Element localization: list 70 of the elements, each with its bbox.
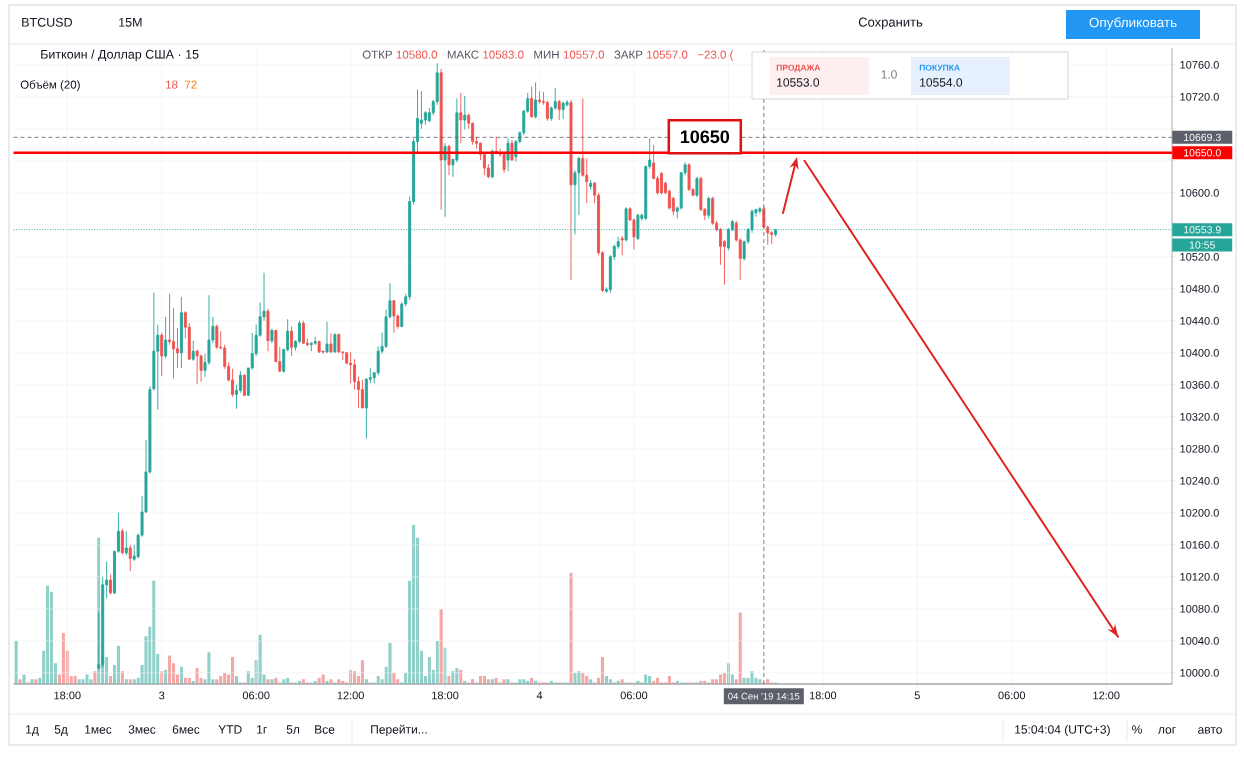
y-tick-label: 10240.0 [1180,476,1219,485]
annotation: 10650 [680,130,730,144]
y-tick-label: 10440.0 [1180,316,1219,325]
text: YTD [218,725,242,734]
y-tick-label: 10040.0 [1180,636,1219,645]
ref-line-label: 04 Сен '19 14:15 [728,692,800,700]
text: 1г [257,725,267,734]
annotation: 10557.0 [647,50,688,59]
text: 5л [286,725,300,734]
annotation: ОТКР [362,50,392,59]
annotation: ПРОДАЖА [776,64,821,73]
annotation: 18 [166,80,178,89]
ref-line-label: 10669.3 [1184,133,1221,142]
y-tick-label: 10120.0 [1180,572,1219,581]
annotation: −23.0 ( [697,50,734,61]
y-tick-label: 10000.0 [1180,668,1219,677]
x-tick-label: 06:00 [242,691,270,700]
x-tick-label: 3 [159,691,165,700]
annotation: 10580.0 [396,50,438,59]
text: 15:04:04 (UTC+3) [1015,724,1110,737]
text: Сохранить [858,17,923,30]
x-tick-label: 18:00 [54,691,81,700]
text: 6мес [172,725,200,734]
annotation: 1.0 [881,70,897,79]
y-tick-label: 10520.0 [1180,252,1219,261]
annotation: МИН [534,50,559,59]
text: Все [315,725,335,734]
x-tick-label: 06:00 [620,691,648,700]
x-tick-label: 12:00 [337,691,364,700]
x-tick-label: 5 [914,691,920,700]
y-tick-label: 10080.0 [1180,604,1219,613]
text: % [1132,725,1142,734]
annotation: 72 [184,80,197,89]
y-tick-label: 10600.0 [1180,188,1219,197]
annotation: ЗАКР [614,50,643,59]
y-tick-label: 10400.0 [1180,348,1219,357]
y-tick-label: 10360.0 [1180,380,1219,389]
text: авто [1198,727,1222,734]
text: Перейти... [371,724,427,737]
annotation: 10554.0 [920,78,963,87]
text: BTCUSD [22,17,72,27]
x-tick-label: 12:00 [1093,691,1120,700]
y-tick-label: 10480.0 [1180,284,1219,293]
y-tick-label: 10280.0 [1180,444,1219,453]
chart-title: Биткоин / Доллар США · 15 [41,49,199,62]
y-tick-label: 10320.0 [1180,412,1219,421]
text: 15M [119,18,142,27]
y-tick-label: 10200.0 [1180,508,1219,517]
y-tick-label: 10760.0 [1180,60,1219,69]
text: 3мес [128,725,156,734]
x-tick-label: 06:00 [998,691,1026,700]
x-tick-label: 18:00 [809,691,837,700]
y-tick-label: 10160.0 [1180,540,1219,549]
annotation: 10557.0 [563,50,605,59]
text: 1д [26,725,39,736]
annotation: МАКС [447,50,479,59]
x-tick-label: 4 [536,691,543,700]
annotation: Объём (20) [20,80,80,91]
ref-line-label: 10553.9 [1184,225,1221,234]
text: 10:55 [1189,241,1215,249]
text: 1мес [85,725,112,734]
ref-line-label: 10650.0 [1184,149,1221,157]
x-tick-label: 18:00 [432,691,459,700]
text: Опубликовать [1089,17,1177,30]
annotation: ПОКУПКА [919,64,960,71]
text: 5д [54,725,68,736]
annotation: 10583.0 [483,50,524,59]
text: лог [1157,727,1176,734]
annotation: 10553.0 [777,78,820,87]
y-tick-label: 10720.0 [1180,92,1219,101]
